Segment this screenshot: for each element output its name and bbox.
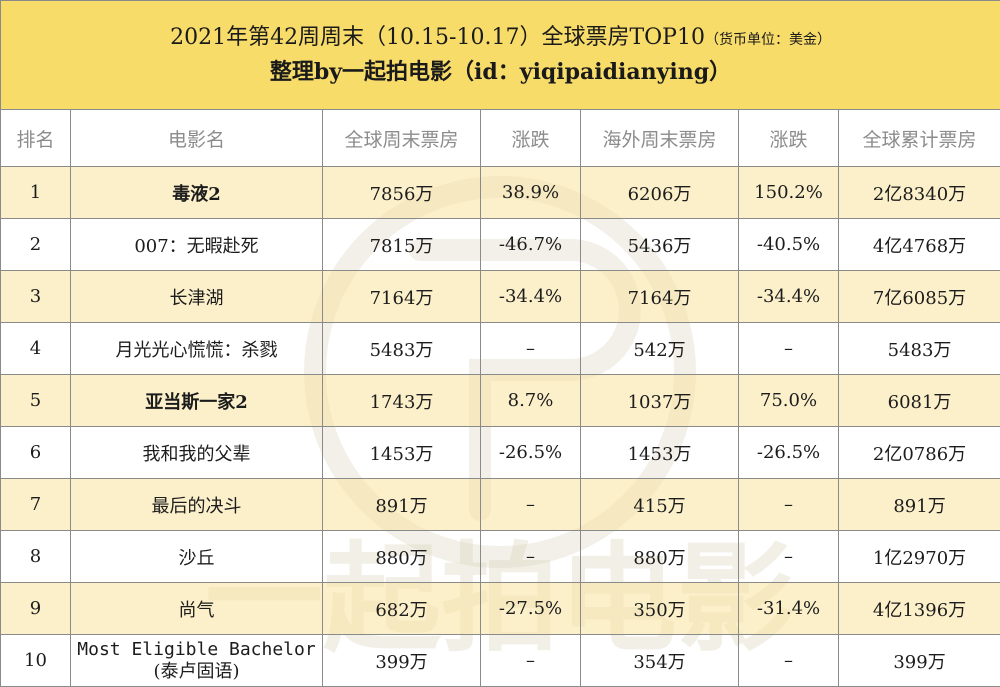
- rank-cell: 6: [1, 427, 71, 479]
- overseas-weekend-cell: 542万: [581, 323, 739, 375]
- global-change-cell: 38.9%: [481, 167, 581, 219]
- global-change-cell: -27.5%: [481, 583, 581, 635]
- col-header-title: 电影名: [71, 110, 323, 167]
- title-cell: Most Eligible Bachelor(泰卢固语): [71, 635, 323, 687]
- title-cell: 最后的决斗: [71, 479, 323, 531]
- title-lang-note: (泰卢固语): [71, 661, 322, 683]
- overseas-change-cell: –: [739, 323, 839, 375]
- col-header-global-weekend: 全球周末票房: [323, 110, 481, 167]
- global-weekend-cell: 891万: [323, 479, 481, 531]
- title-cell: 2021年第42周周末（10.15-10.17）全球票房TOP10（货币单位：美…: [1, 1, 1000, 110]
- overseas-weekend-cell: 1453万: [581, 427, 739, 479]
- global-change-cell: -34.4%: [481, 271, 581, 323]
- total-cell: 2亿0786万: [839, 427, 1000, 479]
- title-cell: 我和我的父辈: [71, 427, 323, 479]
- rank-cell: 2: [1, 219, 71, 271]
- overseas-weekend-cell: 415万: [581, 479, 739, 531]
- global-change-cell: –: [481, 479, 581, 531]
- rank-cell: 5: [1, 375, 71, 427]
- global-change-cell: –: [481, 531, 581, 583]
- title-cell: 亚当斯一家2: [71, 375, 323, 427]
- overseas-weekend-cell: 6206万: [581, 167, 739, 219]
- total-cell: 1亿2970万: [839, 531, 1000, 583]
- total-cell: 891万: [839, 479, 1000, 531]
- rank-cell: 1: [1, 167, 71, 219]
- overseas-change-cell: –: [739, 531, 839, 583]
- global-change-cell: –: [481, 323, 581, 375]
- title-row: 2021年第42周周末（10.15-10.17）全球票房TOP10（货币单位：美…: [1, 1, 1000, 110]
- rank-cell: 3: [1, 271, 71, 323]
- title-subtitle: 整理by一起拍电影（id：yiqipaidianying）: [1, 56, 1000, 88]
- title-cell: 沙丘: [71, 531, 323, 583]
- global-weekend-cell: 880万: [323, 531, 481, 583]
- overseas-change-cell: -40.5%: [739, 219, 839, 271]
- overseas-weekend-cell: 5436万: [581, 219, 739, 271]
- overseas-change-cell: 75.0%: [739, 375, 839, 427]
- total-cell: 4亿1396万: [839, 583, 1000, 635]
- title-cell: 毒液2: [71, 167, 323, 219]
- title-cell: 长津湖: [71, 271, 323, 323]
- overseas-change-cell: –: [739, 479, 839, 531]
- global-weekend-cell: 5483万: [323, 323, 481, 375]
- col-header-overseas-weekend: 海外周末票房: [581, 110, 739, 167]
- global-weekend-cell: 7815万: [323, 219, 481, 271]
- overseas-weekend-cell: 880万: [581, 531, 739, 583]
- overseas-change-cell: -26.5%: [739, 427, 839, 479]
- global-change-cell: 8.7%: [481, 375, 581, 427]
- global-weekend-cell: 1743万: [323, 375, 481, 427]
- global-weekend-cell: 399万: [323, 635, 481, 687]
- currency-note: （货币单位：美金）: [705, 32, 831, 48]
- overseas-change-cell: –: [739, 635, 839, 687]
- header-row: 排名 电影名 全球周末票房 涨跌 海外周末票房 涨跌 全球累计票房: [1, 110, 1000, 167]
- title-line: 2021年第42周周末（10.15-10.17）全球票房TOP10（货币单位：美…: [1, 22, 1000, 56]
- global-weekend-cell: 7856万: [323, 167, 481, 219]
- col-header-overseas-change: 涨跌: [739, 110, 839, 167]
- global-weekend-cell: 7164万: [323, 271, 481, 323]
- global-weekend-cell: 1453万: [323, 427, 481, 479]
- rank-cell: 4: [1, 323, 71, 375]
- overseas-change-cell: 150.2%: [739, 167, 839, 219]
- global-change-cell: -26.5%: [481, 427, 581, 479]
- rank-cell: 10: [1, 635, 71, 687]
- title-cell: 尚气: [71, 583, 323, 635]
- global-change-cell: -46.7%: [481, 219, 581, 271]
- rank-cell: 9: [1, 583, 71, 635]
- overseas-change-cell: -31.4%: [739, 583, 839, 635]
- total-cell: 2亿8340万: [839, 167, 1000, 219]
- overseas-weekend-cell: 1037万: [581, 375, 739, 427]
- rank-cell: 8: [1, 531, 71, 583]
- total-cell: 5483万: [839, 323, 1000, 375]
- overseas-weekend-cell: 350万: [581, 583, 739, 635]
- title-main: 2021年第42周周末（10.15-10.17）全球票房TOP10: [170, 25, 705, 50]
- rank-cell: 7: [1, 479, 71, 531]
- total-cell: 7亿6085万: [839, 271, 1000, 323]
- title-cell: 月光光心慌慌：杀戮: [71, 323, 323, 375]
- total-cell: 399万: [839, 635, 1000, 687]
- overseas-weekend-cell: 7164万: [581, 271, 739, 323]
- global-change-cell: –: [481, 635, 581, 687]
- total-cell: 4亿4768万: [839, 219, 1000, 271]
- title-en: Most Eligible Bachelor: [71, 639, 322, 661]
- title-cell: 007：无暇赴死: [71, 219, 323, 271]
- overseas-change-cell: -34.4%: [739, 271, 839, 323]
- col-header-total: 全球累计票房: [839, 110, 1000, 167]
- global-weekend-cell: 682万: [323, 583, 481, 635]
- total-cell: 6081万: [839, 375, 1000, 427]
- col-header-global-change: 涨跌: [481, 110, 581, 167]
- col-header-rank: 排名: [1, 110, 71, 167]
- overseas-weekend-cell: 354万: [581, 635, 739, 687]
